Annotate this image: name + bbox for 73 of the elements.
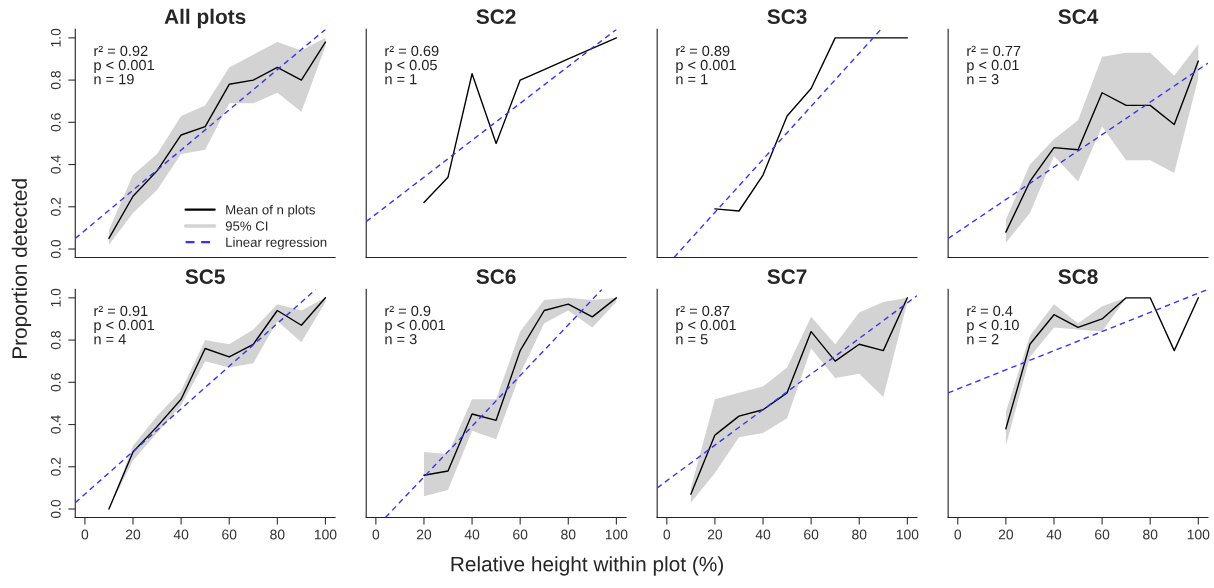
y-tick-label: 0.2 [50,197,61,216]
y-tick-label: 0.4 [50,155,61,174]
chart-title: All plots [164,8,246,29]
x-tick-label: 80 [852,529,867,540]
y-tick-label: 0.0 [50,499,61,519]
chart-title: SC5 [185,269,225,285]
x-tick-label: 0 [372,529,380,540]
x-tick-label: 100 [1187,529,1210,540]
x-tick-label: 60 [513,529,528,540]
x-tick-label: 60 [1095,529,1110,540]
x-tick-label: 40 [464,529,480,540]
y-tick-label: 0.6 [50,373,61,392]
x-tick-label: 0 [954,529,962,540]
chart-title: SC7 [767,269,807,285]
annotation: p < 0.001 [676,319,736,334]
annotation: p < 0.01 [967,59,1019,74]
x-tick-label: 60 [222,529,237,540]
annotation: n = 1 [676,74,708,85]
y-tick-label: 0.4 [50,415,61,434]
chart-title: SC4 [1058,9,1099,25]
x-tick-label: 80 [270,529,285,540]
x-tick-label: 80 [1143,529,1158,540]
y-tick-label: 0.2 [50,457,61,476]
annotation: n = 1 [385,74,417,85]
annotation: 95% CI [225,221,268,231]
x-tick-label: 100 [314,529,337,540]
x-tick-label: 20 [998,529,1014,540]
x-tick-label: 0 [81,529,89,540]
chart-title: SC2 [476,9,516,25]
annotation: r² = 0.91 [94,305,148,317]
x-tick-label: 40 [173,529,189,540]
y-axis-title: Proportion detected [11,179,32,359]
annotation: p < 0.001 [94,319,154,334]
annotation: p < 0.001 [676,59,736,74]
annotation: n = 4 [94,334,126,345]
x-tick-label: 100 [896,529,919,540]
annotation: r² = 0.87 [676,305,730,317]
y-tick-label: 0.8 [50,71,61,90]
x-tick-label: 20 [125,529,141,540]
annotation: n = 19 [94,73,134,85]
chart-title: SC3 [767,9,807,25]
chart-title: SC6 [476,269,516,285]
annotation: n = 3 [385,333,417,345]
x-tick-label: 40 [755,529,771,540]
x-tick-label: 0 [663,529,671,540]
annotation: r² = 0.92 [94,45,148,57]
y-tick-label: 0.0 [50,239,61,259]
x-tick-label: 20 [416,529,432,540]
y-tick-label: 1.0 [50,288,61,307]
x-tick-label: 60 [804,529,819,540]
annotation: p < 0.10 [967,319,1019,334]
annotation: p < 0.001 [94,59,154,74]
annotation: r² = 0.77 [967,45,1021,57]
y-tick-label: 0.6 [50,113,61,132]
annotation: n = 5 [676,334,708,345]
x-axis-title: Relative height within plot (%) [451,556,723,576]
annotation: p < 0.05 [385,59,437,74]
x-tick-label: 80 [561,529,576,540]
legend-label: Mean of n plots [226,204,315,218]
legend-label: Linear regression [226,237,327,250]
annotation: r² = 0.9 [385,305,431,317]
annotation: n = 2 [967,333,999,345]
x-tick-label: 40 [1046,529,1062,540]
chart-title: SC8 [1058,269,1098,285]
annotation: r² = 0.89 [676,45,730,57]
x-tick-label: 20 [707,529,723,540]
y-tick-label: 0.8 [50,331,61,350]
annotation: p < 0.001 [385,319,445,334]
y-tick-label: 1.0 [50,28,61,47]
annotation: r² = 0.4 [967,305,1013,317]
annotation: n = 3 [967,73,999,85]
annotation: r² = 0.69 [385,45,439,57]
x-tick-label: 100 [605,529,628,540]
